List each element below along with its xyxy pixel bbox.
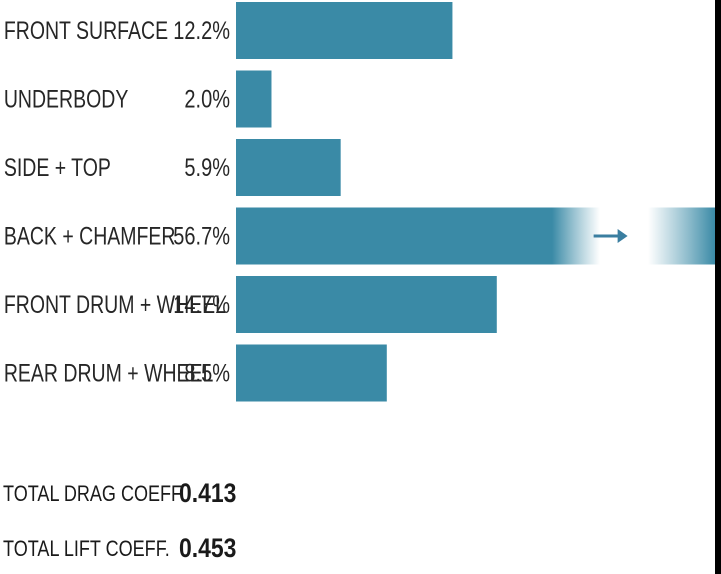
category-label: REAR DRUM + WHEEL bbox=[4, 359, 214, 387]
value-label: 56.7% bbox=[173, 222, 230, 250]
value-label: 2.0% bbox=[184, 85, 230, 113]
total-drag-value: 0.413 bbox=[179, 478, 237, 508]
drag-breakdown-bar-chart: FRONT SURFACE 12.2% UNDERBODY 2.0% SIDE + TO… bbox=[4, 2, 715, 402]
value-label: 14.7% bbox=[173, 291, 230, 319]
category-label: SIDE + TOP bbox=[4, 154, 111, 182]
bar bbox=[236, 207, 715, 265]
bar bbox=[236, 70, 272, 128]
total-lift-label: TOTAL LIFT COEFF. bbox=[3, 535, 170, 561]
total-drag-row: TOTAL DRAG COEFF. 0.413 bbox=[3, 478, 247, 509]
value-label: 5.9% bbox=[184, 154, 230, 182]
bar bbox=[236, 139, 341, 196]
bar bbox=[236, 276, 497, 333]
category-label: BACK + CHAMFER bbox=[4, 222, 176, 250]
total-lift-value: 0.453 bbox=[179, 533, 237, 563]
value-label: 12.2% bbox=[173, 17, 230, 45]
category-label: FRONT SURFACE bbox=[4, 17, 168, 45]
category-label: FRONT DRUM + WHEEL bbox=[4, 291, 226, 319]
total-lift-row: TOTAL LIFT COEFF. 0.453 bbox=[3, 533, 247, 564]
bar bbox=[236, 344, 387, 402]
continuation-arrowhead-icon bbox=[617, 229, 628, 243]
total-drag-label: TOTAL DRAG COEFF. bbox=[3, 480, 186, 506]
value-label: 8.5% bbox=[184, 359, 230, 387]
bar bbox=[236, 2, 453, 59]
category-label: UNDERBODY bbox=[4, 85, 129, 113]
